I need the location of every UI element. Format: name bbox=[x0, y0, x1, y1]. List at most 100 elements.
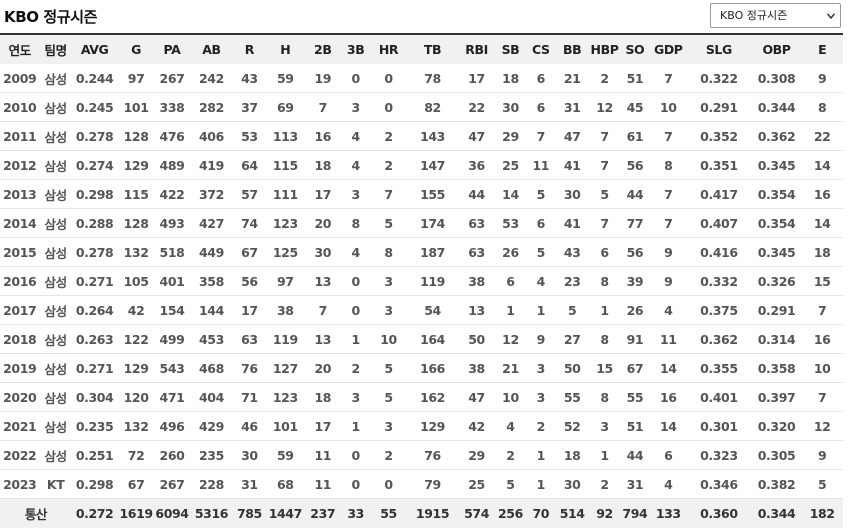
header-row: 연도 팀명 AVG G PA AB R H 2B 3B HR TB RBI SB… bbox=[0, 33, 843, 64]
stat-cell: 30 bbox=[233, 440, 266, 470]
column-header[interactable]: 2B bbox=[305, 33, 340, 64]
stat-cell: 16 bbox=[801, 179, 843, 209]
team-cell: 삼성 bbox=[39, 266, 72, 296]
stat-cell: 21 bbox=[554, 64, 590, 93]
stat-cell: 52 bbox=[554, 411, 590, 441]
stat-cell: 4 bbox=[339, 121, 372, 151]
stat-cell: 0.291 bbox=[685, 92, 752, 122]
stat-cell: 45 bbox=[619, 92, 651, 122]
stat-cell: 101 bbox=[265, 411, 306, 441]
stat-cell: 11 bbox=[305, 440, 340, 470]
stat-cell: 4 bbox=[650, 295, 686, 325]
stat-cell: 164 bbox=[405, 324, 460, 354]
stat-cell: 30 bbox=[493, 92, 528, 122]
stat-cell: 147 bbox=[405, 150, 460, 180]
stat-cell: 41 bbox=[554, 150, 590, 180]
total-cell: 33 bbox=[339, 498, 372, 528]
column-header[interactable]: SO bbox=[619, 33, 651, 64]
stat-cell: 101 bbox=[117, 92, 155, 122]
stat-cell: 42 bbox=[459, 411, 494, 441]
stat-cell: 358 bbox=[189, 266, 234, 296]
year-cell: 2021 bbox=[0, 411, 40, 441]
stat-cell: 7 bbox=[305, 92, 340, 122]
total-cell: 6094 bbox=[154, 498, 190, 528]
stat-cell: 0.345 bbox=[751, 237, 802, 267]
stat-cell: 4 bbox=[339, 237, 372, 267]
total-cell: 785 bbox=[233, 498, 266, 528]
year-cell: 2009 bbox=[0, 64, 40, 93]
stat-cell: 0.235 bbox=[71, 411, 118, 441]
stat-cell: 41 bbox=[554, 208, 590, 238]
stat-cell: 0 bbox=[371, 92, 406, 122]
stat-cell: 4 bbox=[493, 411, 528, 441]
stat-cell: 0.322 bbox=[685, 64, 752, 93]
season-select[interactable]: KBO 정규시즌 bbox=[710, 3, 841, 28]
column-header[interactable]: R bbox=[233, 33, 266, 64]
stat-cell: 0.351 bbox=[685, 150, 752, 180]
column-header[interactable]: G bbox=[117, 33, 155, 64]
column-header[interactable]: RBI bbox=[459, 33, 494, 64]
column-header[interactable]: SB bbox=[493, 33, 528, 64]
stat-cell: 17 bbox=[459, 64, 494, 93]
column-header[interactable]: TB bbox=[405, 33, 460, 64]
column-header[interactable]: AB bbox=[189, 33, 234, 64]
stat-cell: 3 bbox=[371, 266, 406, 296]
stat-cell: 0.245 bbox=[71, 92, 118, 122]
stat-cell: 0.291 bbox=[751, 295, 802, 325]
stat-cell: 22 bbox=[459, 92, 494, 122]
stat-cell: 18 bbox=[305, 150, 340, 180]
team-cell: 삼성 bbox=[39, 382, 72, 412]
column-header[interactable]: 팀명 bbox=[39, 33, 72, 64]
stat-cell: 0.355 bbox=[685, 353, 752, 383]
stat-cell: 1 bbox=[527, 295, 555, 325]
year-cell: 2010 bbox=[0, 92, 40, 122]
column-header[interactable]: OBP bbox=[751, 33, 802, 64]
year-cell: 2019 bbox=[0, 353, 40, 383]
stat-cell: 50 bbox=[554, 353, 590, 383]
stat-cell: 26 bbox=[619, 295, 651, 325]
stat-cell: 18 bbox=[801, 237, 843, 267]
column-header[interactable]: HR bbox=[371, 33, 406, 64]
column-header[interactable]: CS bbox=[527, 33, 555, 64]
year-cell: 2015 bbox=[0, 237, 40, 267]
stat-cell: 17 bbox=[305, 179, 340, 209]
year-cell: 2013 bbox=[0, 179, 40, 209]
stat-cell: 154 bbox=[154, 295, 190, 325]
stat-cell: 10 bbox=[371, 324, 406, 354]
column-header[interactable]: BB bbox=[554, 33, 590, 64]
stat-cell: 3 bbox=[527, 382, 555, 412]
stat-cell: 9 bbox=[650, 266, 686, 296]
column-header[interactable]: HBP bbox=[589, 33, 620, 64]
total-cell: 514 bbox=[554, 498, 590, 528]
total-cell: 794 bbox=[619, 498, 651, 528]
stat-cell: 67 bbox=[233, 237, 266, 267]
stat-cell: 0 bbox=[339, 266, 372, 296]
stat-cell: 1 bbox=[527, 440, 555, 470]
stat-cell: 0.251 bbox=[71, 440, 118, 470]
stat-cell: 0 bbox=[339, 440, 372, 470]
stat-cell: 56 bbox=[619, 237, 651, 267]
column-header[interactable]: E bbox=[801, 33, 843, 64]
column-header[interactable]: H bbox=[265, 33, 306, 64]
stat-cell: 7 bbox=[650, 179, 686, 209]
stat-cell: 10 bbox=[650, 92, 686, 122]
stat-cell: 23 bbox=[554, 266, 590, 296]
column-header[interactable]: GDP bbox=[650, 33, 686, 64]
column-header[interactable]: 연도 bbox=[0, 33, 40, 64]
stat-cell: 25 bbox=[459, 469, 494, 499]
column-header[interactable]: SLG bbox=[685, 33, 752, 64]
column-header[interactable]: AVG bbox=[71, 33, 118, 64]
table-row: 2010 삼성 0.245 101 338 282 37 69 7 3 0 82 22 30 6 31 12 45… bbox=[0, 92, 843, 122]
stat-cell: 129 bbox=[117, 150, 155, 180]
stat-cell: 47 bbox=[459, 382, 494, 412]
stat-cell: 8 bbox=[801, 92, 843, 122]
stat-cell: 123 bbox=[265, 382, 306, 412]
column-header[interactable]: 3B bbox=[339, 33, 372, 64]
stat-cell: 0 bbox=[371, 469, 406, 499]
stat-cell: 0.397 bbox=[751, 382, 802, 412]
stat-cell: 0.308 bbox=[751, 64, 802, 93]
stat-cell: 55 bbox=[554, 382, 590, 412]
stat-cell: 25 bbox=[493, 150, 528, 180]
column-header[interactable]: PA bbox=[154, 33, 190, 64]
stat-cell: 3 bbox=[339, 179, 372, 209]
